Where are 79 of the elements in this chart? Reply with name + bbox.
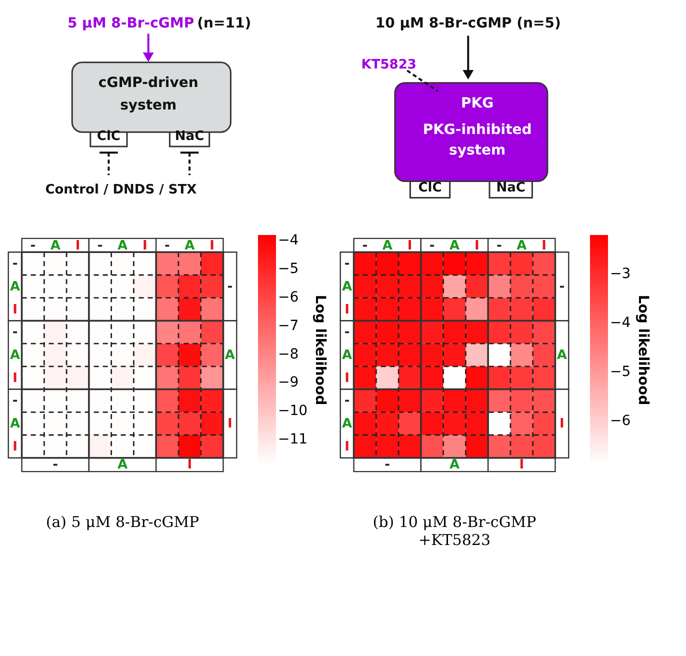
annotation: I xyxy=(519,458,524,473)
text: - xyxy=(227,279,233,294)
y-tick-label: - xyxy=(344,256,350,272)
color-bar-label: −6 xyxy=(610,412,631,429)
x-tick-label: A xyxy=(117,238,128,254)
annotation: - xyxy=(384,458,390,473)
text: NaC xyxy=(496,180,526,196)
x-tick-label: A xyxy=(382,238,392,254)
annotation: A xyxy=(449,458,460,473)
text: Control / DNDS / STX xyxy=(45,182,197,198)
color-bar-label: −4 xyxy=(610,315,631,332)
x-tick-label: I xyxy=(75,238,80,254)
y-tick-label: A xyxy=(10,348,20,363)
x-tick-label: I xyxy=(407,238,412,254)
text: ClC xyxy=(418,180,442,196)
text: NaC xyxy=(174,129,204,144)
x-tick-label: - xyxy=(30,238,36,254)
x-tick-label: A xyxy=(184,238,195,254)
color-bar-label: −7 xyxy=(278,318,299,334)
y-tick-label: I xyxy=(12,302,18,318)
y-tick-label: I xyxy=(344,302,350,318)
text: (n=11) xyxy=(197,15,252,32)
color-bar-label: −5 xyxy=(278,261,299,278)
y-tick-label: I xyxy=(344,439,350,454)
text: system xyxy=(449,142,506,159)
color-bar-label: −5 xyxy=(610,364,631,380)
x-tick-label: I xyxy=(542,238,546,254)
text: - xyxy=(559,279,565,294)
color-bar-label: −3 xyxy=(610,266,631,282)
text: KT5823 xyxy=(361,57,416,72)
text: I xyxy=(228,416,232,432)
x-tick-label: A xyxy=(50,238,60,254)
x-tick-label: I xyxy=(142,238,148,254)
y-tick-label: A xyxy=(342,348,352,363)
color-bar-label: −4 xyxy=(278,232,299,249)
x-tick-label: I xyxy=(210,238,214,254)
y-tick-label: A xyxy=(342,279,352,294)
y-tick-label: I xyxy=(12,370,18,386)
color-bar-label: −6 xyxy=(278,289,299,306)
y-tick-label: A xyxy=(342,416,352,432)
text: ClC xyxy=(96,129,120,144)
y-tick-label: I xyxy=(12,439,18,454)
y-tick-label: - xyxy=(344,394,350,409)
y-tick-label: - xyxy=(344,325,350,340)
x-tick-label: A xyxy=(516,238,527,254)
text: A xyxy=(224,348,235,363)
annotation: A xyxy=(117,458,128,473)
text: PKG xyxy=(460,95,494,112)
text: PKG-inhibited xyxy=(422,122,532,138)
annotation: I xyxy=(187,458,192,473)
x-tick-label: - xyxy=(496,238,502,254)
color-bar-title: Log likelihood xyxy=(635,294,651,406)
text: (a) 5 μM 8-Br-cGMP xyxy=(46,513,200,531)
text: +KT5823 xyxy=(418,531,490,549)
y-tick-label: A xyxy=(10,416,20,432)
y-tick-label: - xyxy=(12,325,18,340)
x-tick-label: - xyxy=(97,238,103,254)
x-tick-label: - xyxy=(164,238,170,254)
color-bar-label: −10 xyxy=(278,403,308,420)
y-tick-label: - xyxy=(12,256,18,272)
color-bar-label: −9 xyxy=(278,374,299,391)
x-tick-label: - xyxy=(362,238,368,254)
text: system xyxy=(120,97,177,114)
text: 5 μM 8-Br-cGMP xyxy=(67,15,194,32)
annotation: - xyxy=(52,458,58,473)
color-bar-label: −11 xyxy=(278,431,308,448)
text: 10 μM 8-Br-cGMP (n=5) xyxy=(375,15,561,32)
text: (b) 10 μM 8-Br-cGMP xyxy=(372,513,536,531)
text: I xyxy=(560,416,564,432)
color-bar-label: −8 xyxy=(278,346,299,362)
x-tick-label: A xyxy=(449,238,460,254)
color-bar-title: Log likelihood xyxy=(312,294,328,406)
text: cGMP-driven xyxy=(98,74,198,91)
y-tick-label: A xyxy=(10,279,20,294)
x-tick-label: - xyxy=(429,238,435,254)
x-tick-label: I xyxy=(474,238,480,254)
y-tick-label: - xyxy=(12,394,18,409)
y-tick-label: I xyxy=(344,370,350,386)
text: A xyxy=(556,348,567,363)
